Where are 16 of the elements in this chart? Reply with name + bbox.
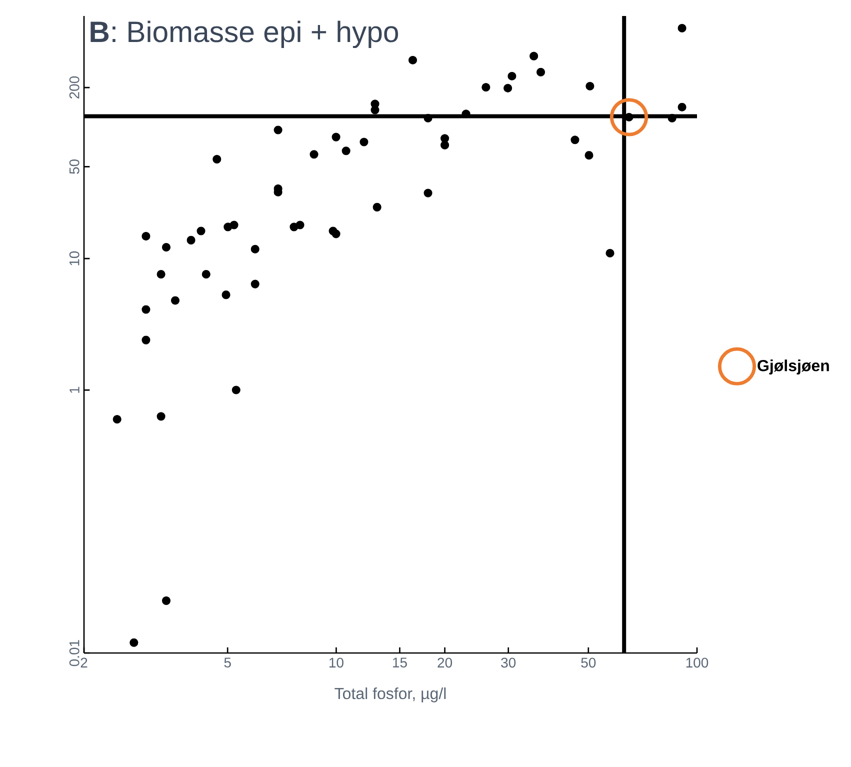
x-tick-label: 30 — [501, 658, 516, 668]
x-tick-label: 20 — [438, 658, 452, 668]
y-tick-label: 200 — [69, 76, 80, 98]
x-tick-label: 5 — [224, 658, 231, 668]
x-tick-label: 50 — [581, 658, 596, 668]
x-tick-label: 15 — [393, 658, 407, 668]
y-tick-label: 0.01 — [69, 640, 80, 666]
y-tick-label: 1 — [70, 386, 80, 393]
y-tick-label: 10 — [69, 251, 80, 266]
x-tick-label: 10 — [329, 658, 344, 668]
chart-title: B: Biomasse epi + hypo — [90, 20, 398, 48]
x-axis-title: Total fosfor, µg/l — [334, 687, 446, 702]
x-tick-label: 100 — [686, 658, 708, 668]
y-tick-label: 50 — [69, 159, 80, 174]
legend-label: Gjølsjøen — [758, 360, 829, 374]
x-tick-label: 2 — [80, 658, 88, 668]
